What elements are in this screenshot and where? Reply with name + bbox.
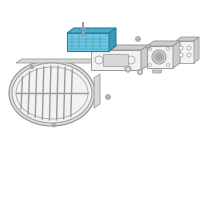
Circle shape — [166, 64, 170, 66]
Polygon shape — [152, 70, 162, 73]
Circle shape — [152, 50, 166, 64]
Circle shape — [106, 95, 110, 99]
Circle shape — [30, 65, 34, 69]
Circle shape — [166, 47, 170, 50]
Circle shape — [95, 56, 103, 64]
Polygon shape — [16, 59, 98, 63]
Circle shape — [146, 45, 150, 49]
Ellipse shape — [9, 60, 95, 126]
Ellipse shape — [12, 63, 92, 123]
Circle shape — [52, 123, 56, 127]
Circle shape — [127, 56, 135, 64]
Polygon shape — [147, 41, 180, 46]
Polygon shape — [173, 41, 180, 68]
Polygon shape — [94, 74, 100, 108]
Circle shape — [31, 66, 33, 68]
Polygon shape — [147, 46, 173, 68]
Circle shape — [156, 54, 162, 60]
Polygon shape — [67, 33, 109, 51]
Circle shape — [147, 46, 149, 48]
Polygon shape — [91, 50, 141, 70]
Circle shape — [179, 53, 183, 57]
Circle shape — [139, 71, 141, 73]
Polygon shape — [67, 28, 116, 33]
Polygon shape — [137, 69, 143, 75]
Polygon shape — [91, 45, 149, 50]
Polygon shape — [176, 37, 199, 41]
Circle shape — [137, 38, 139, 40]
Circle shape — [187, 53, 191, 57]
Circle shape — [148, 47, 152, 50]
Circle shape — [136, 36, 140, 42]
Circle shape — [126, 67, 130, 71]
Polygon shape — [141, 45, 149, 70]
Circle shape — [107, 96, 109, 98]
Circle shape — [179, 46, 183, 50]
Polygon shape — [176, 41, 194, 63]
Polygon shape — [125, 66, 131, 72]
Bar — [103, 54, 128, 66]
Circle shape — [154, 52, 164, 62]
Polygon shape — [109, 28, 116, 51]
Circle shape — [148, 64, 152, 66]
Circle shape — [53, 124, 55, 126]
Circle shape — [187, 46, 191, 50]
Polygon shape — [194, 37, 199, 63]
